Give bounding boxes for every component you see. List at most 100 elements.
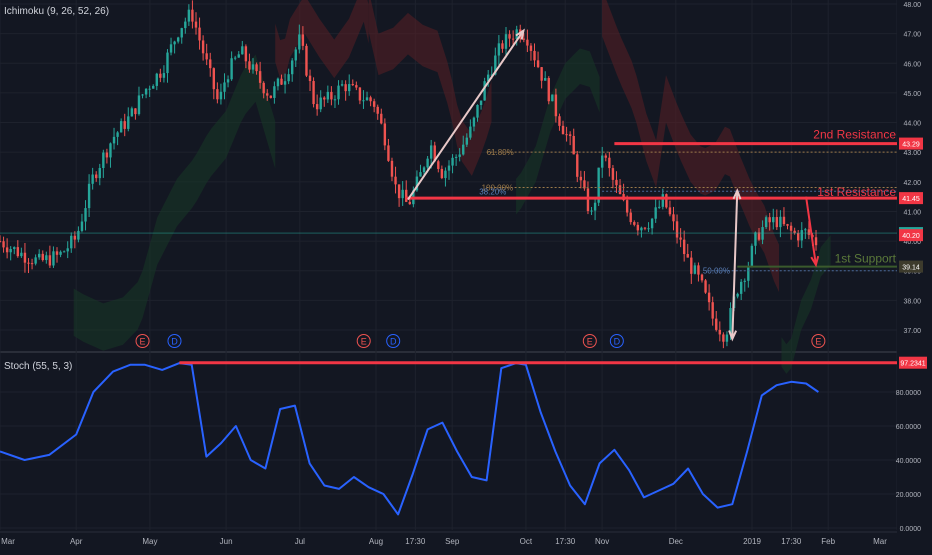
candle-body (66, 248, 69, 252)
candle-body (405, 189, 408, 202)
candle-body (291, 60, 294, 75)
event-marker-E[interactable] (356, 334, 371, 348)
price-tick-label: 47.00 (903, 32, 921, 39)
candle-body (387, 145, 390, 161)
event-marker-D[interactable] (386, 334, 401, 348)
stoch-tick-label: 20.0000 (896, 492, 921, 499)
price-badge (899, 260, 923, 273)
price-tick-label: 46.00 (903, 61, 921, 68)
candle-body (301, 34, 305, 46)
pane-separator[interactable] (0, 351, 932, 353)
stochastic-pane (0, 361, 897, 516)
candle-body (59, 251, 62, 255)
candle-body (704, 280, 707, 293)
candle-body (529, 45, 533, 51)
candle-body (166, 52, 169, 74)
candle-body (601, 155, 604, 168)
candle-body (280, 78, 283, 85)
candle-body (308, 75, 312, 82)
trend-arrows (407, 28, 820, 342)
candle-body (216, 89, 219, 100)
candle-body (255, 64, 258, 72)
time-tick-label: Aug (369, 537, 383, 546)
candle-body (533, 50, 536, 61)
candle-body (558, 116, 561, 126)
candle-body (483, 81, 486, 101)
candle-body (611, 168, 615, 180)
candle-body (27, 262, 30, 264)
first-resistance-label: 1st Resistance (817, 185, 896, 199)
candle-body (105, 152, 109, 158)
event-marker-E[interactable] (811, 334, 826, 348)
candle-body (109, 143, 112, 158)
candle-body (565, 134, 568, 136)
candle-body (41, 253, 44, 261)
range-arrow-head (732, 188, 742, 200)
candle-body (415, 176, 419, 191)
price-badge-label: 43.29 (902, 142, 920, 149)
target-arrow-head (810, 255, 820, 268)
candle-body (84, 208, 87, 222)
stoch-badge-label: 97.2341 (900, 361, 925, 368)
candle-body (462, 144, 465, 155)
candle-body (661, 194, 664, 207)
price-badge-label: 41.45 (902, 196, 920, 203)
ichimoku-label[interactable]: Ichimoku (9, 26, 52, 26) (4, 6, 110, 17)
candle-body (30, 263, 34, 265)
price-axis-bg[interactable] (897, 0, 932, 550)
candle-body (544, 78, 547, 81)
candle-body (743, 280, 746, 282)
candle-body (807, 229, 811, 235)
candle-body (433, 145, 436, 162)
candle-body (116, 132, 119, 137)
event-marker-letter: D (390, 337, 397, 347)
candle-body (814, 237, 818, 246)
candle-body (494, 55, 497, 75)
candle-body (800, 230, 803, 241)
event-marker-E[interactable] (582, 334, 597, 348)
candle-body (615, 179, 618, 186)
candle-body (226, 79, 230, 83)
candle-body (337, 85, 340, 100)
candle-body (355, 85, 358, 88)
candle-body (251, 64, 255, 70)
candle-body (593, 202, 597, 211)
event-marker-E[interactable] (135, 334, 150, 348)
candle-body (194, 21, 198, 28)
candle-body (665, 194, 668, 208)
candle-body (682, 239, 686, 255)
candle-body (376, 106, 379, 114)
candle-body (636, 224, 640, 231)
candle-body (340, 84, 344, 86)
fib-level-label: 50.00% (703, 267, 730, 276)
stoch-label[interactable]: Stoch (55, 5, 3) (4, 361, 73, 372)
candle-body (184, 21, 187, 29)
target-arrow (805, 196, 817, 265)
price-tick-label: 40.00 (903, 239, 921, 246)
candle-body (604, 155, 607, 158)
candle-body (348, 84, 351, 92)
candle-body (772, 217, 775, 223)
candle-body (237, 54, 240, 58)
rally-arrow-head (515, 28, 525, 40)
price-tick-label: 48.00 (903, 2, 921, 9)
candle-body (5, 247, 9, 253)
candle-body (365, 97, 369, 101)
event-marker-D[interactable] (167, 334, 182, 348)
candle-body (672, 214, 675, 222)
price-badge-label: 39.14 (902, 265, 920, 272)
price-tick-label: 43.00 (903, 150, 921, 157)
candle-body (201, 40, 205, 54)
candle-body (679, 237, 682, 240)
candle-body (540, 67, 543, 81)
event-marker-letter: E (815, 337, 821, 347)
candle-body (70, 235, 73, 249)
candle-body (547, 78, 550, 102)
cloud-band (781, 235, 831, 374)
candle-body (572, 135, 575, 155)
candle-body (127, 116, 130, 129)
event-marker-D[interactable] (609, 334, 624, 348)
candle-body (244, 46, 248, 62)
